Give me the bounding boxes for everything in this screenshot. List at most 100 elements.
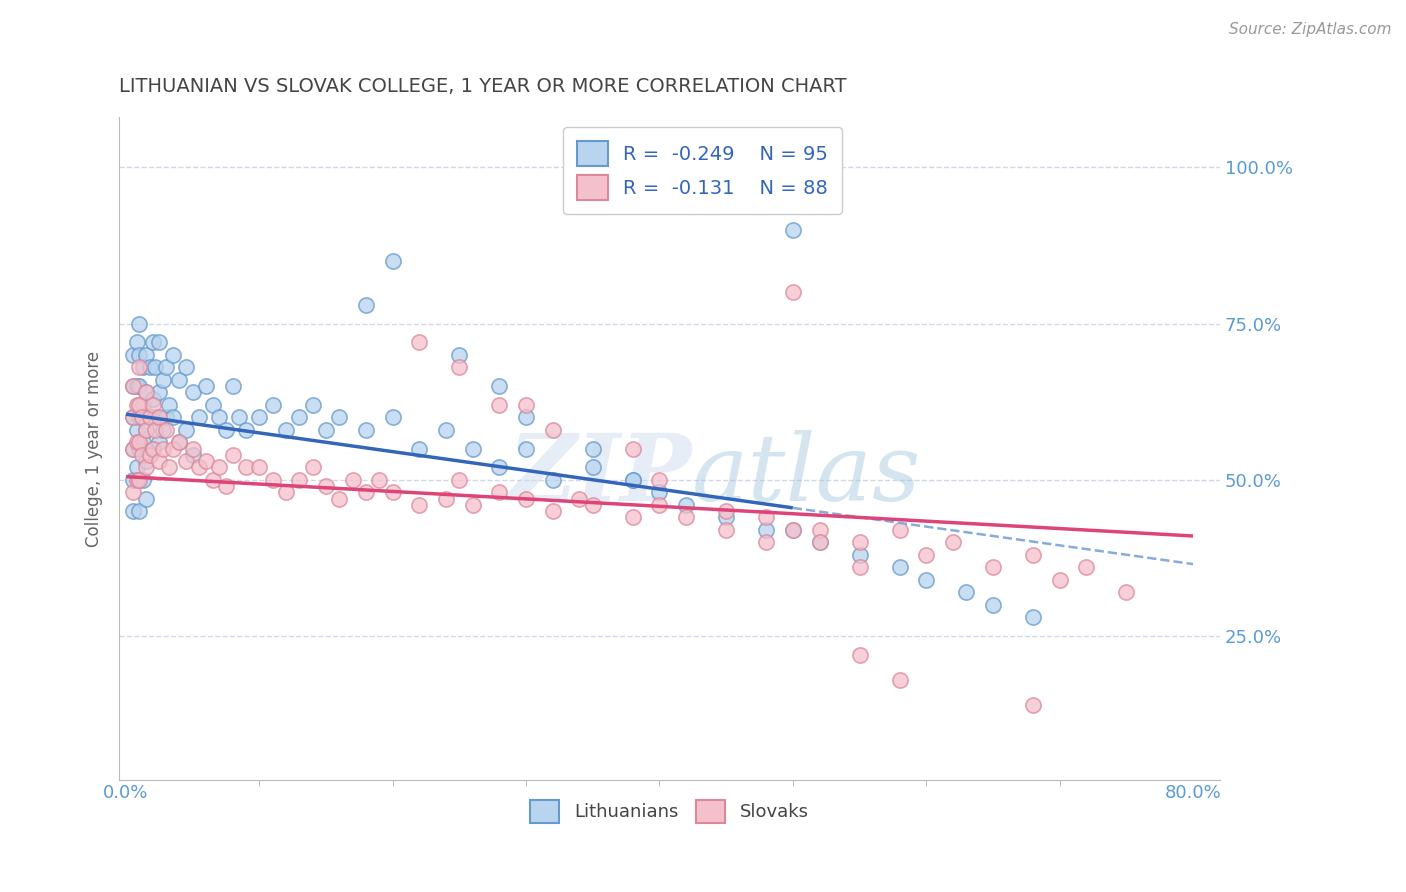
Point [139, 410, 162, 425]
Point [132, 435, 155, 450]
Point [782, 523, 804, 537]
Point [155, 410, 177, 425]
Point [621, 442, 644, 456]
Point [139, 448, 162, 462]
Point [121, 379, 143, 393]
Point [755, 535, 778, 549]
Point [262, 473, 284, 487]
Point [131, 410, 153, 425]
Point [128, 473, 150, 487]
Point [125, 473, 148, 487]
Point [121, 442, 143, 456]
Point [808, 535, 831, 549]
Point [1115, 585, 1137, 599]
Point [143, 423, 166, 437]
Point [128, 473, 150, 487]
Point [155, 360, 177, 375]
Point [152, 373, 174, 387]
Point [354, 485, 377, 500]
Point [621, 473, 644, 487]
Point [342, 473, 364, 487]
Point [808, 535, 831, 549]
Point [143, 410, 166, 425]
Point [208, 460, 231, 475]
Point [328, 491, 350, 506]
Point [582, 460, 605, 475]
Point [128, 504, 150, 518]
Point [132, 360, 155, 375]
Point [488, 460, 510, 475]
Point [541, 473, 564, 487]
Point [274, 423, 297, 437]
Point [381, 254, 404, 268]
Point [449, 473, 471, 487]
Point [128, 360, 150, 375]
Point [121, 473, 143, 487]
Point [121, 442, 143, 456]
Point [648, 485, 671, 500]
Point [782, 523, 804, 537]
Point [128, 379, 150, 393]
Point [181, 385, 204, 400]
Point [181, 442, 204, 456]
Point [162, 410, 184, 425]
Point [915, 573, 938, 587]
Point [148, 454, 170, 468]
Point [125, 435, 148, 450]
Point [488, 485, 510, 500]
Point [142, 442, 165, 456]
Point [132, 398, 155, 412]
Point [648, 498, 671, 512]
Point [135, 454, 157, 468]
Text: atlas: atlas [692, 430, 921, 520]
Point [142, 335, 165, 350]
Point [315, 423, 337, 437]
Point [981, 560, 1004, 574]
Point [434, 423, 457, 437]
Point [121, 504, 143, 518]
Point [135, 423, 157, 437]
Point [381, 485, 404, 500]
Point [889, 673, 911, 687]
Point [228, 410, 250, 425]
Point [128, 435, 150, 450]
Point [368, 473, 391, 487]
Point [148, 385, 170, 400]
Point [288, 473, 311, 487]
Point [648, 473, 671, 487]
Point [515, 491, 537, 506]
Point [981, 598, 1004, 612]
Point [488, 379, 510, 393]
Point [155, 423, 177, 437]
Point [1022, 698, 1045, 712]
Point [125, 460, 148, 475]
Point [408, 335, 430, 350]
Point [274, 485, 297, 500]
Point [148, 410, 170, 425]
Point [125, 379, 148, 393]
Point [515, 398, 537, 412]
Point [174, 454, 197, 468]
Point [215, 479, 238, 493]
Point [169, 373, 191, 387]
Point [148, 335, 170, 350]
Point [142, 442, 165, 456]
Point [755, 510, 778, 524]
Point [142, 392, 165, 406]
Point [128, 398, 150, 412]
Point [675, 510, 697, 524]
Point [143, 360, 166, 375]
Point [582, 498, 605, 512]
Point [449, 360, 471, 375]
Point [848, 648, 870, 662]
Point [582, 442, 605, 456]
Point [461, 442, 484, 456]
Point [139, 360, 162, 375]
Point [139, 410, 162, 425]
Point [174, 423, 197, 437]
Point [235, 423, 257, 437]
Point [889, 523, 911, 537]
Point [221, 448, 243, 462]
Point [125, 335, 148, 350]
Point [889, 560, 911, 574]
